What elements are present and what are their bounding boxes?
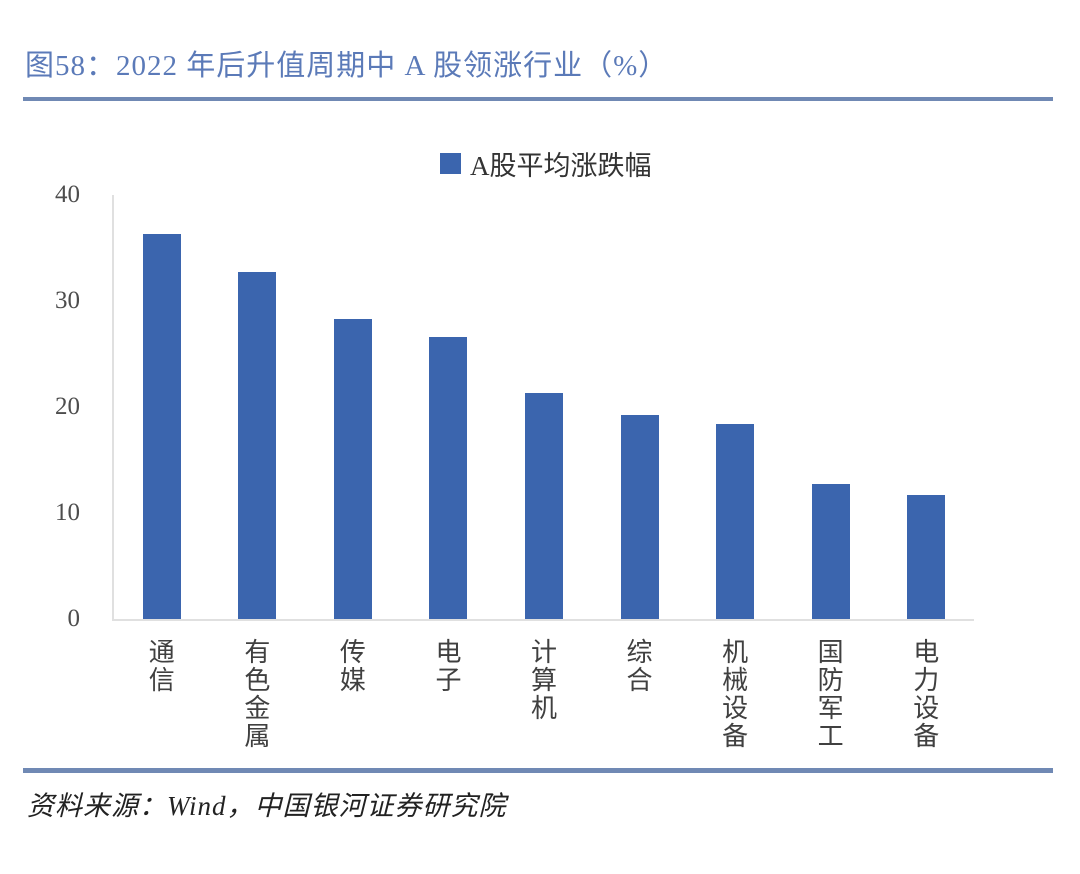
- x-category-label: 传媒: [336, 638, 366, 694]
- x-category-label: 国防军工: [814, 638, 844, 750]
- x-category-label: 计算机: [527, 638, 557, 722]
- footer-divider: [23, 768, 1053, 773]
- x-category-label: 有色金属: [240, 638, 270, 750]
- bar-有色金属: [238, 272, 277, 619]
- bar-通信: [142, 234, 181, 619]
- y-tick-label: 20: [55, 393, 80, 420]
- x-category-label: 通信: [145, 638, 175, 694]
- x-category-label: 机械设备: [718, 638, 748, 750]
- y-tick-label: 0: [67, 605, 81, 632]
- x-category-label: 电子: [431, 638, 461, 694]
- chart-legend: A股平均涨跌幅: [440, 144, 652, 183]
- bar-综合: [620, 415, 659, 619]
- bar-传媒: [333, 319, 372, 619]
- plot-area: [112, 195, 974, 621]
- figure-title: 图58：2022 年后升值周期中 A 股领涨行业（%）: [25, 50, 669, 82]
- legend-swatch: [440, 153, 461, 174]
- y-tick-label: 40: [55, 181, 80, 208]
- bar-机械设备: [716, 424, 755, 619]
- y-tick-label: 10: [55, 499, 80, 526]
- bar-计算机: [525, 393, 563, 619]
- legend-label: A股平均涨跌幅: [470, 151, 652, 181]
- title-divider: [23, 97, 1053, 101]
- x-category-label: 电力设备: [909, 638, 939, 750]
- bar-电力设备: [907, 495, 946, 619]
- x-category-label: 综合: [623, 638, 653, 694]
- bar-电子: [429, 337, 468, 619]
- bar-国防军工: [811, 484, 850, 619]
- y-tick-label: 30: [55, 287, 80, 314]
- source-note: 资料来源：Wind，中国银河证券研究院: [27, 791, 507, 821]
